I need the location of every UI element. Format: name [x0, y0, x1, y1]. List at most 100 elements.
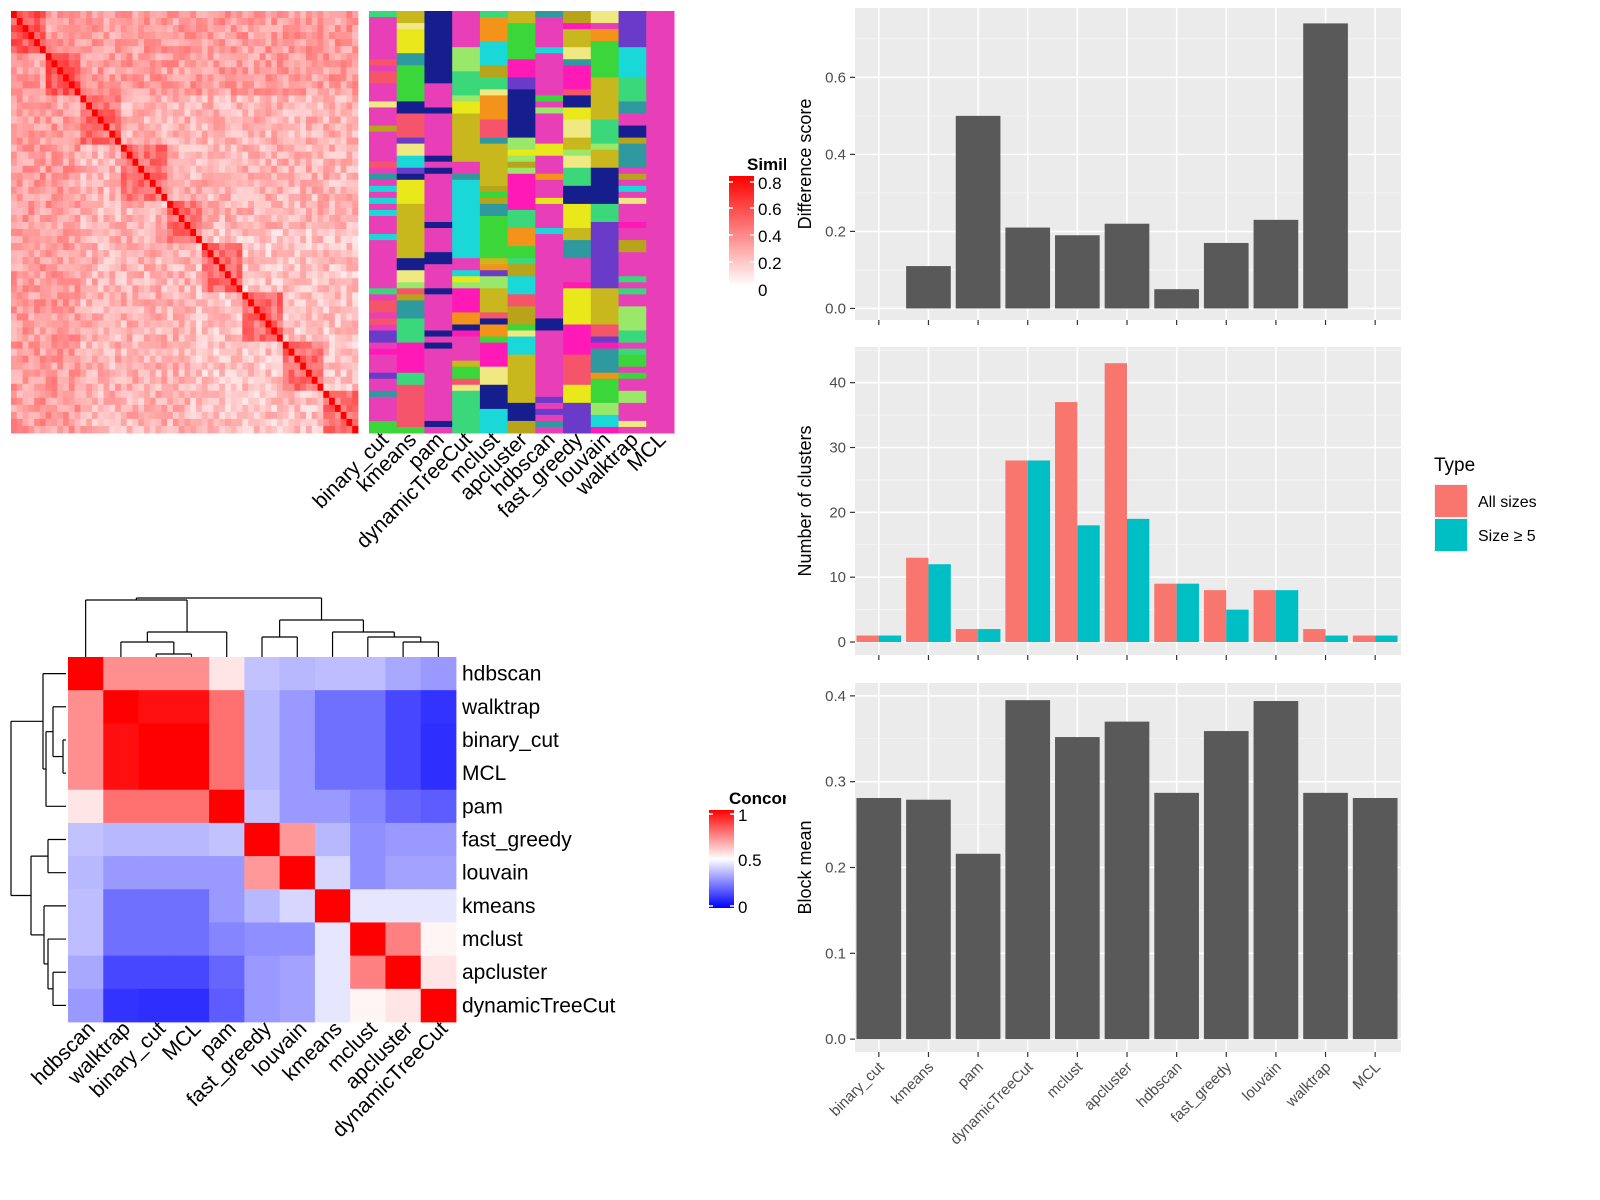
class-cell — [646, 300, 675, 307]
similarity-cell — [22, 355, 29, 364]
similarity-cell — [34, 236, 41, 244]
similarity-cell — [57, 123, 64, 131]
similarity-cell — [346, 341, 353, 349]
class-cell — [479, 318, 509, 325]
similarity-cell — [271, 327, 278, 335]
class-cell — [590, 402, 620, 410]
class-cell — [507, 101, 536, 108]
similarity-cell — [68, 60, 76, 68]
similarity-cell — [207, 172, 214, 181]
similarity-cell — [277, 418, 284, 427]
class-cell — [646, 95, 675, 102]
similarity-cell — [126, 172, 133, 181]
similarity-cell — [259, 39, 266, 47]
class-cell — [452, 197, 481, 205]
similarity-cell — [213, 109, 220, 117]
similarity-cell — [155, 172, 162, 181]
concordance-cell — [173, 789, 210, 824]
similarity-cell — [300, 172, 307, 181]
similarity-cell — [149, 411, 156, 420]
similarity-cell — [323, 362, 330, 371]
similarity-cell — [305, 137, 313, 146]
class-cell — [507, 264, 536, 271]
similarity-cell — [80, 327, 87, 335]
similarity-cell — [132, 271, 139, 279]
class-cell — [590, 143, 620, 151]
similarity-cell — [236, 341, 243, 349]
similarity-cell — [242, 11, 249, 19]
similarity-cell — [178, 411, 185, 420]
similarity-cell — [230, 355, 237, 364]
similarity-cell — [184, 193, 191, 202]
similarity-cell — [253, 369, 261, 378]
similarity-cell — [63, 172, 70, 181]
similarity-cell — [329, 88, 336, 96]
similarity-cell — [259, 348, 266, 357]
similarity-cell — [172, 383, 180, 392]
similarity-cell — [149, 299, 156, 307]
similarity-cell — [115, 327, 122, 335]
similarity-cell — [39, 355, 47, 364]
similarity-cell — [120, 369, 128, 378]
similarity-cell — [265, 341, 272, 349]
class-cell — [590, 119, 620, 127]
similarity-cell — [109, 46, 116, 54]
similarity-cell — [22, 243, 29, 251]
similarity-cell — [80, 418, 87, 427]
similarity-cell — [39, 257, 47, 265]
class-cell — [590, 384, 620, 392]
class-cell — [507, 125, 536, 133]
similarity-cell — [334, 425, 342, 434]
similarity-cell — [259, 144, 266, 153]
similarity-cell — [103, 109, 110, 117]
similarity-cell — [74, 425, 81, 434]
class-cell — [646, 342, 675, 350]
similarity-cell — [207, 25, 214, 33]
class-cell — [590, 354, 620, 362]
similarity-cell — [34, 320, 41, 328]
similarity-cell — [248, 32, 255, 40]
similarity-cell — [184, 376, 191, 385]
similarity-cell — [352, 179, 359, 188]
similarity-cell — [207, 341, 214, 349]
similarity-cell — [109, 327, 116, 335]
similarity-cell — [138, 369, 145, 378]
similarity-cell — [334, 158, 342, 167]
similarity-cell — [115, 95, 122, 103]
similarity-cell — [57, 271, 64, 279]
similarity-cell — [11, 236, 18, 244]
similarity-cell — [11, 390, 18, 399]
similarity-cell — [317, 404, 324, 413]
similarity-cell — [109, 411, 116, 420]
concordance-cell — [350, 955, 386, 990]
class-cell — [479, 137, 509, 145]
similarity-cell — [253, 278, 261, 286]
similarity-cell — [178, 151, 185, 160]
class-cell — [369, 209, 398, 217]
similarity-cell — [28, 362, 35, 371]
class-cell — [618, 215, 647, 223]
class-cell — [590, 173, 620, 181]
similarity-cell — [236, 418, 243, 427]
class-cell — [452, 336, 481, 344]
class-cell — [618, 203, 647, 211]
similarity-cell — [300, 109, 307, 117]
similarity-cell — [242, 39, 249, 47]
similarity-cell — [184, 292, 191, 300]
similarity-cell — [224, 285, 232, 293]
similarity-cell — [259, 313, 266, 321]
similarity-cell — [120, 60, 128, 68]
similarity-cell — [161, 11, 168, 19]
class-cell — [452, 77, 481, 84]
similarity-cell — [16, 341, 23, 349]
similarity-cell — [305, 88, 313, 96]
similarity-cell — [86, 109, 93, 117]
similarity-cell — [300, 179, 307, 188]
similarity-cell — [172, 397, 180, 406]
similarity-cell — [155, 186, 162, 195]
similarity-cell — [201, 207, 209, 216]
class-cell — [507, 131, 536, 139]
similarity-cell — [63, 390, 70, 399]
concordance-cell — [350, 756, 386, 791]
similarity-cell — [242, 116, 249, 124]
